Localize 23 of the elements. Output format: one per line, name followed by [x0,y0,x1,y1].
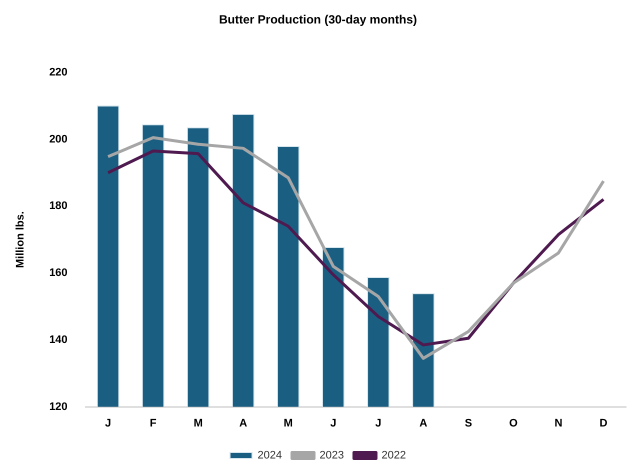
y-tick-label: 220 [49,66,68,78]
x-tick-label: M [284,417,293,430]
x-tick-label: A [239,417,248,430]
legend-label: 2024 [258,450,282,462]
y-tick-label: 180 [49,200,68,212]
x-tick-label: M [194,417,203,430]
chart-title: Butter Production (30-day months) [218,12,418,27]
x-tick-label: J [105,417,112,430]
x-tick-label: J [375,417,382,430]
y-tick-label: 160 [49,267,68,280]
legend-label: 2023 [320,450,344,462]
x-tick-label: S [464,417,472,430]
x-tick-label: F [150,417,157,430]
x-tick-label: N [554,417,562,430]
y-tick-label: 200 [49,133,68,146]
y-axis-title: Million lbs. [14,211,27,268]
y-tick-label: 120 [49,400,68,413]
x-tick-label: A [419,417,428,430]
legend-label: 2022 [381,450,406,462]
x-tick-label: D [600,417,608,430]
y-tick-label: 140 [49,334,68,346]
x-tick-label: J [330,417,336,430]
x-tick-label: O [509,417,518,430]
